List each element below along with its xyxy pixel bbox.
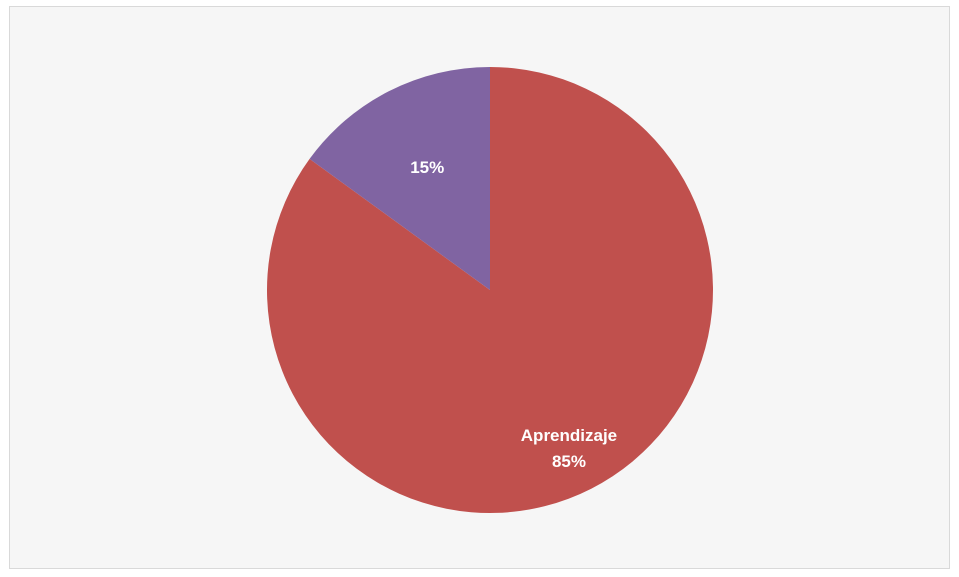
- slice-label-1: 15%: [410, 158, 444, 177]
- pie-labels: Aprendizaje 85% 15%: [410, 158, 617, 471]
- pie-slices: [266, 67, 713, 513]
- pie-slice-1: [309, 67, 490, 290]
- slice-percent-0: 85%: [552, 452, 586, 471]
- slice-category-0: Aprendizaje: [521, 426, 617, 445]
- slice-label-0: Aprendizaje 85%: [521, 426, 617, 471]
